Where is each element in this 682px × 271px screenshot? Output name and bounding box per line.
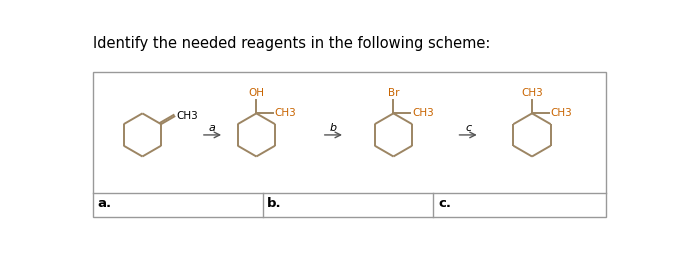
Text: Br: Br [387,88,399,98]
Text: CH3: CH3 [521,88,543,98]
Text: c.: c. [438,196,451,209]
Text: OH: OH [248,88,265,98]
Text: CH3: CH3 [176,111,198,121]
Text: CH3: CH3 [550,108,572,118]
Text: c: c [465,122,471,133]
FancyBboxPatch shape [93,72,606,217]
Text: Identify the needed reagents in the following scheme:: Identify the needed reagents in the foll… [93,36,490,51]
Text: a: a [209,122,216,133]
Text: b.: b. [267,196,282,209]
Text: a.: a. [98,196,112,209]
Text: b: b [330,122,337,133]
Text: CH3: CH3 [275,108,297,118]
Text: CH3: CH3 [412,108,434,118]
